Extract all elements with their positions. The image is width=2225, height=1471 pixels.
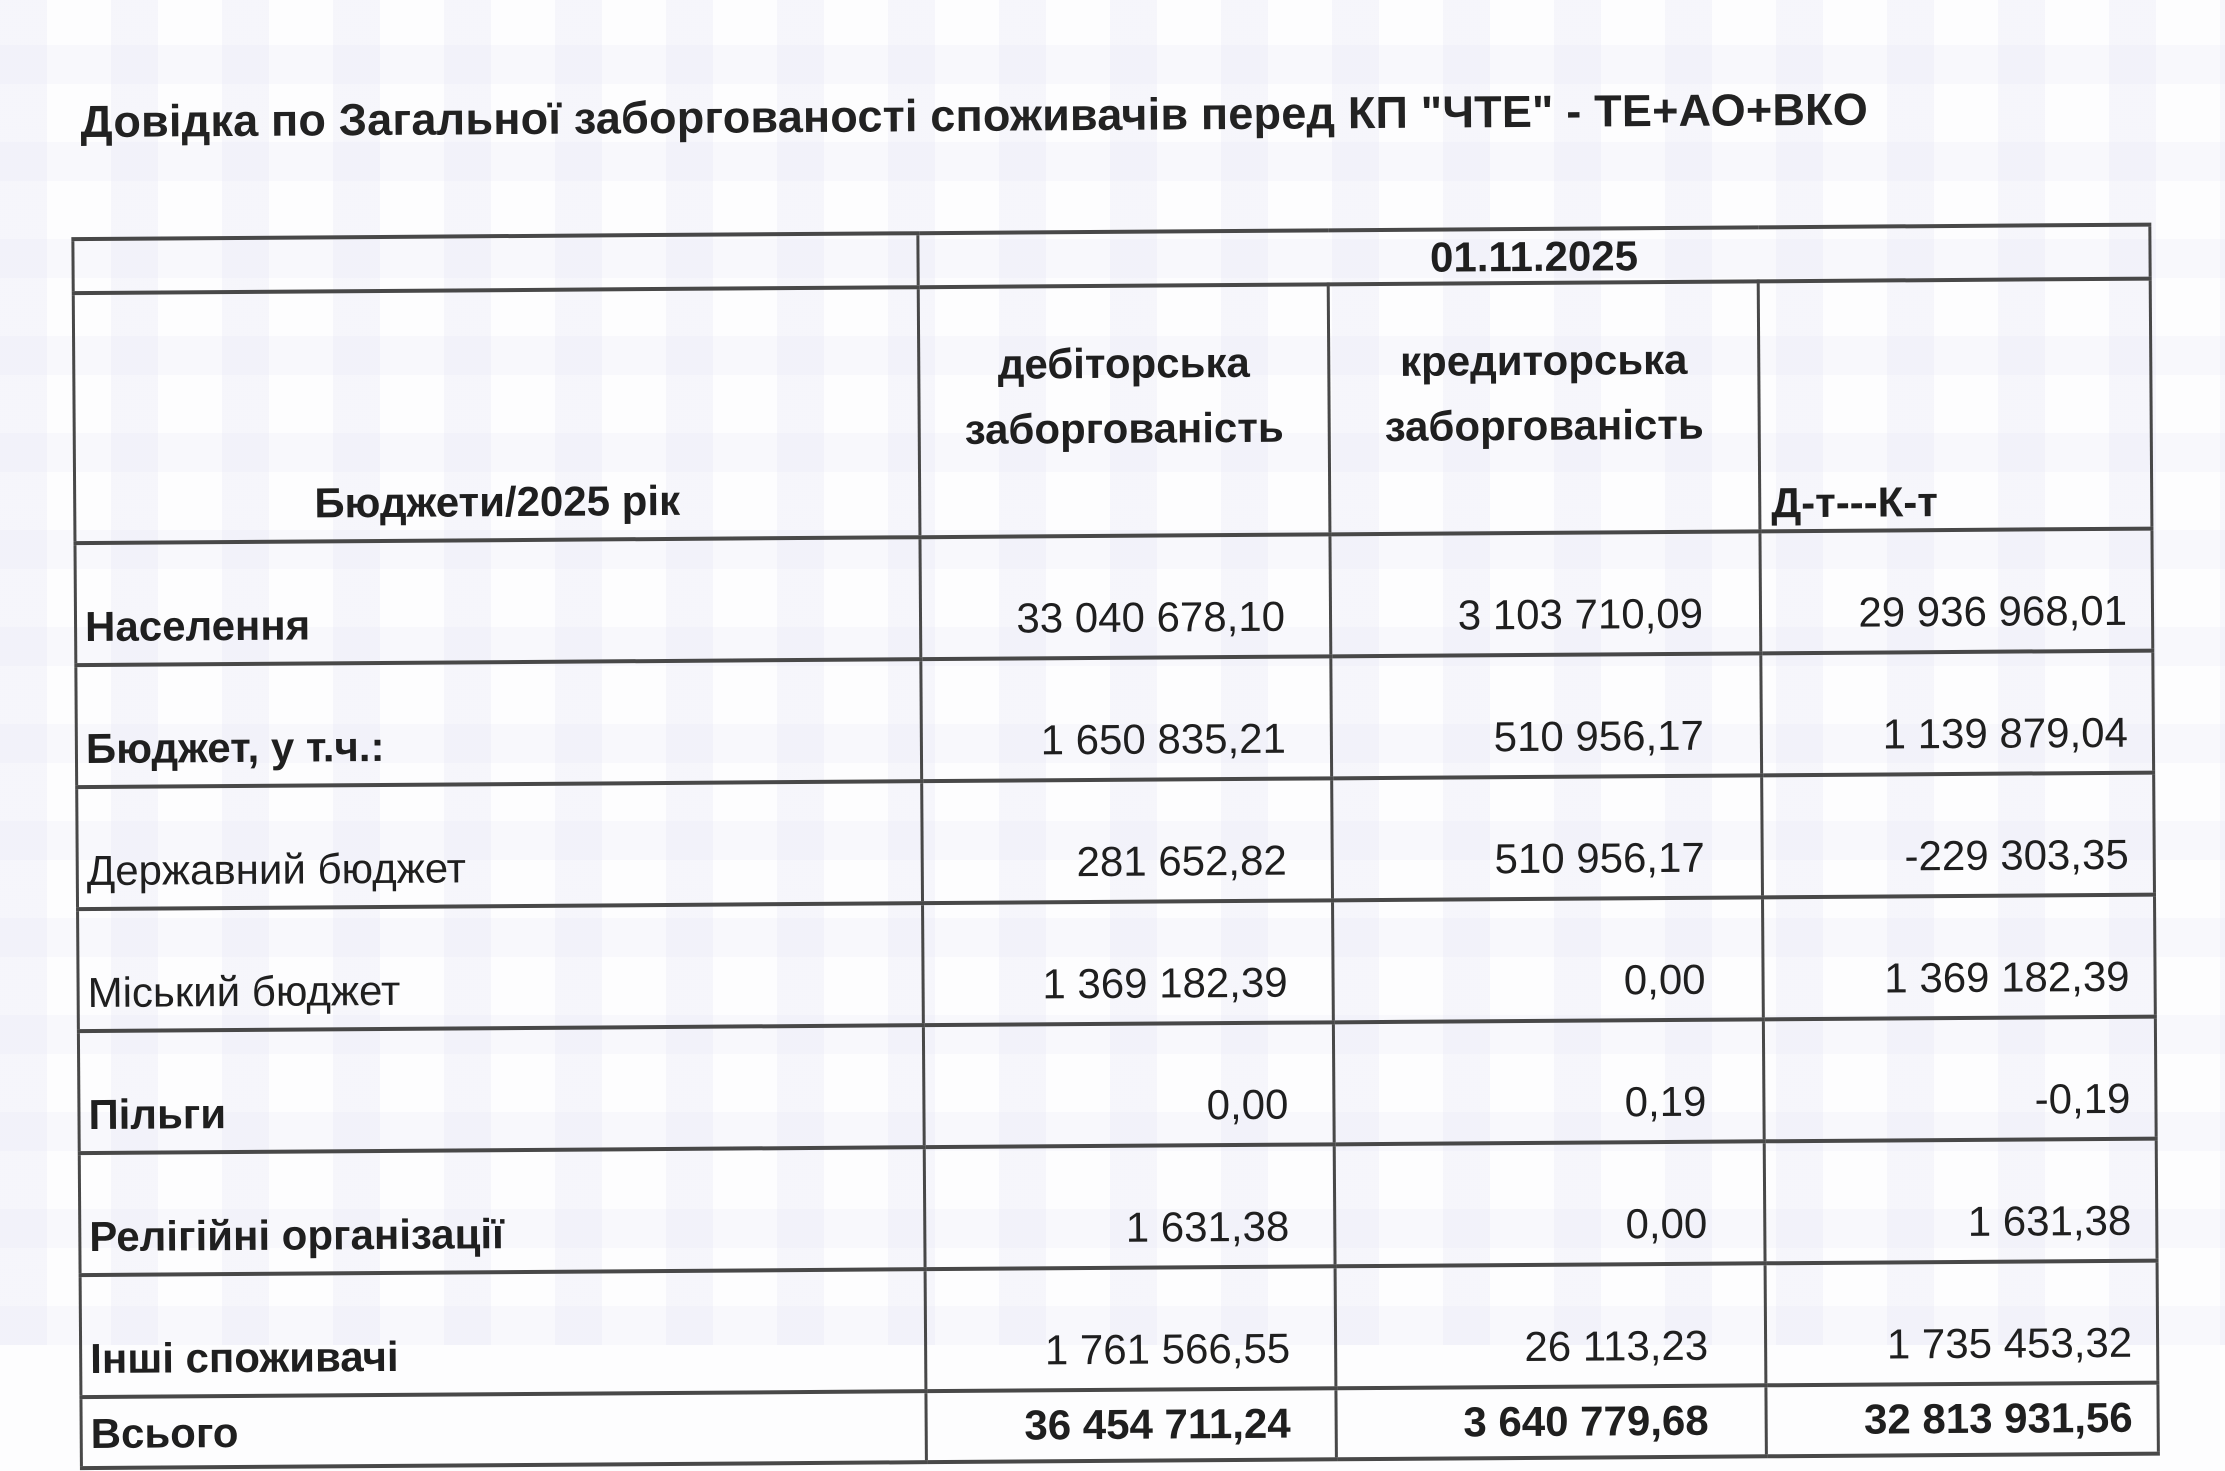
column-header-balance: Д-т---К-т xyxy=(1758,278,2152,532)
balance-value: 29 936 968,01 xyxy=(1759,528,2153,654)
total-balance-value: 32 813 931,56 xyxy=(1765,1382,2159,1457)
balance-value: -0,19 xyxy=(1763,1016,2157,1142)
credit-value: 510 956,17 xyxy=(1330,653,1762,779)
table-row: Державний бюджет 281 652,82 510 956,17 -… xyxy=(76,772,2155,910)
credit-value: 0,00 xyxy=(1334,1141,1766,1267)
table-row: Міський бюджет 1 369 182,39 0,00 1 369 1… xyxy=(77,894,2156,1032)
page-title: Довідка по Загальної заборгованості спож… xyxy=(80,83,1869,148)
row-label: Пільги xyxy=(78,1025,925,1154)
row-label: Релігійні організації xyxy=(79,1147,926,1276)
row-label: Населення xyxy=(74,537,921,666)
stub-header-cell: Бюджети/2025 рік xyxy=(73,287,920,544)
credit-value: 0,19 xyxy=(1333,1019,1765,1145)
debit-value: 1 369 182,39 xyxy=(922,900,1334,1026)
row-label: Інші споживачі xyxy=(80,1269,926,1398)
balance-value: 1 139 879,04 xyxy=(1760,650,2154,776)
date-header-cell: 01.11.2025 xyxy=(917,224,2151,288)
total-label: Всього xyxy=(80,1391,927,1469)
table-row: Населення 33 040 678,10 3 103 710,09 29 … xyxy=(74,528,2153,666)
column-header-credit: кредиторська заборгованість xyxy=(1328,281,1760,535)
table-row-total: Всього 36 454 711,24 3 640 779,68 32 813… xyxy=(80,1382,2159,1469)
row-label: Бюджет, у т.ч.: xyxy=(75,659,922,788)
debit-value: 1 650 835,21 xyxy=(920,656,1332,782)
table-row: Пільги 0,00 0,19 -0,19 xyxy=(78,1016,2157,1154)
debit-value: 1 631,38 xyxy=(924,1144,1336,1270)
row-label: Міський бюджет xyxy=(77,903,924,1032)
row-label: Державний бюджет xyxy=(76,781,923,910)
column-header-debit: дебіторська заборгованість xyxy=(918,284,1330,538)
credit-value: 3 103 710,09 xyxy=(1329,531,1761,657)
total-credit-value: 3 640 779,68 xyxy=(1335,1385,1767,1460)
stub-empty-cell xyxy=(72,233,919,294)
balance-value: -229 303,35 xyxy=(1761,772,2155,898)
balance-value: 1 631,38 xyxy=(1764,1138,2158,1264)
scan-noise-texture xyxy=(0,0,2225,1345)
debit-value: 1 761 566,55 xyxy=(925,1266,1336,1392)
credit-value: 0,00 xyxy=(1332,897,1764,1023)
total-debit-value: 36 454 711,24 xyxy=(925,1388,1337,1463)
balance-value: 1 369 182,39 xyxy=(1762,894,2156,1020)
column-header-row: Бюджети/2025 рік дебіторська заборговані… xyxy=(73,278,2152,544)
scanned-document-sheet: Довідка по Загальної заборгованості спож… xyxy=(72,83,2159,1469)
table-row: Інші споживачі 1 761 566,55 26 113,23 1 … xyxy=(80,1260,2158,1398)
table-row: Релігійні організації 1 631,38 0,00 1 63… xyxy=(79,1138,2158,1276)
table-row: Бюджет, у т.ч.: 1 650 835,21 510 956,17 … xyxy=(75,650,2154,788)
credit-value: 26 113,23 xyxy=(1335,1263,1766,1389)
balance-value: 1 735 453,32 xyxy=(1765,1260,2158,1386)
debit-value: 281 652,82 xyxy=(921,778,1333,904)
debit-value: 33 040 678,10 xyxy=(919,534,1331,660)
debit-value: 0,00 xyxy=(923,1022,1335,1148)
debt-summary-table: 01.11.2025 Бюджети/2025 рік дебіторська … xyxy=(71,223,2160,1470)
credit-value: 510 956,17 xyxy=(1331,775,1763,901)
